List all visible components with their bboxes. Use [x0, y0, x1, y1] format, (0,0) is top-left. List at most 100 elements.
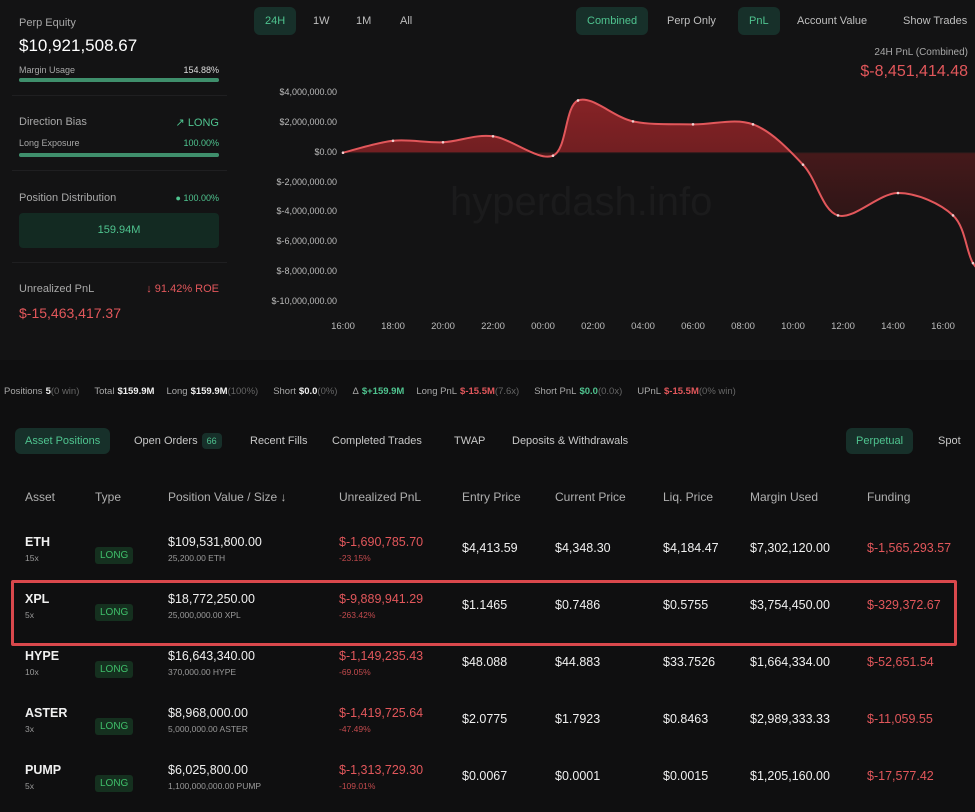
leverage: 5x — [25, 610, 34, 620]
margin-used: $3,754,450.00 — [750, 598, 830, 612]
position-value: $8,968,000.00 — [168, 706, 248, 720]
roe-text: 91.42% ROE — [154, 283, 219, 295]
dot-icon: ● — [175, 193, 184, 203]
range-1w[interactable]: 1W — [313, 15, 330, 27]
tab-completed-trades[interactable]: Completed Trades — [332, 435, 422, 447]
stat-label: Long — [166, 386, 188, 397]
toggle-account-value[interactable]: Account Value — [797, 15, 868, 27]
range-1m[interactable]: 1M — [356, 15, 372, 27]
liq-price: $4,184.47 — [663, 541, 719, 555]
unrealized-pnl: $-1,313,729.30 — [339, 763, 424, 777]
highlight-box — [11, 580, 957, 646]
unrealized-pnl-pct: -47.49% — [339, 724, 371, 734]
stat-label: Δ — [352, 386, 359, 397]
tab-deposits-withdrawals[interactable]: Deposits & Withdrawals — [512, 435, 629, 447]
stat-value: $+159.9M — [361, 386, 405, 397]
leverage: 3x — [25, 724, 34, 734]
stat-value: $159.9M — [117, 386, 155, 397]
tab-recent-fills[interactable]: Recent Fills — [250, 435, 308, 447]
data-point — [441, 140, 445, 144]
current-price: $0.7486 — [555, 598, 601, 612]
funding: $-11,059.55 — [867, 712, 933, 726]
unrealized-pnl: $-9,889,941.29 — [339, 592, 424, 606]
unrealized-pnl-pct: -23.15% — [339, 553, 371, 563]
position-size: 5,000,000.00 ASTER — [168, 724, 248, 734]
column-header[interactable]: Position Value / Size ↓ — [168, 490, 287, 504]
stat-item: UPnL $-15.5M(0% win) — [637, 386, 739, 397]
table-row[interactable]: PUMP 5x LONG $6,025,800.00 1,100,000,000.00 … — [0, 755, 975, 812]
unrealized-pnl-label: Unrealized PnL — [19, 283, 95, 295]
tab-asset-positions[interactable]: Asset Positions — [15, 428, 111, 454]
column-header: Margin Used — [750, 490, 819, 504]
table-row[interactable]: HYPE 10x LONG $16,643,340.00 370,000.00 HYPE… — [0, 641, 975, 698]
position-value: $18,772,250.00 — [168, 592, 255, 606]
range-24h[interactable]: 24H — [254, 7, 297, 35]
asset-name: ETH — [25, 535, 50, 549]
pnl-chart[interactable] — [0, 0, 975, 345]
stat-item: Positions 5(0 win) — [4, 386, 82, 397]
type-badge: LONG — [95, 718, 134, 735]
x-tick-label: 08:00 — [731, 321, 755, 332]
divider — [12, 262, 227, 263]
tab-spot[interactable]: Spot — [938, 435, 961, 447]
column-header: Current Price — [555, 490, 626, 504]
asset-name: HYPE — [25, 649, 60, 663]
entry-price: $2.0775 — [462, 712, 508, 726]
toggle-combined[interactable]: Combined — [576, 7, 649, 35]
range-all[interactable]: All — [400, 15, 413, 27]
tab-perpetual[interactable]: Perpetual — [846, 428, 914, 454]
position-value: $6,025,800.00 — [168, 763, 248, 777]
x-tick-label: 10:00 — [781, 321, 805, 332]
table-row[interactable]: ETH 15x LONG $109,531,800.00 25,200.00 ETH $-… — [0, 527, 975, 584]
unrealized-pnl-pct: -69.05% — [339, 667, 371, 677]
long-exposure-bar — [19, 153, 219, 157]
stat-value: $-15.5M — [664, 386, 699, 397]
area-negative — [532, 152, 975, 266]
data-point — [836, 214, 840, 217]
type-badge: LONG — [95, 604, 134, 621]
liq-price: $33.7526 — [663, 655, 716, 669]
table-row[interactable]: ASTER 3x LONG $8,968,000.00 5,000,000.00 AST… — [0, 698, 975, 755]
tab-open-orders[interactable]: Open Orders 66 — [124, 428, 232, 454]
table-row[interactable]: XPL 5x LONG $18,772,250.00 25,000,000.00 XPL… — [0, 584, 975, 641]
tab-twap[interactable]: TWAP — [454, 435, 486, 447]
roe-value: ↓ 91.42% ROE — [130, 283, 219, 295]
y-tick-label: $-4,000,000.00 — [276, 206, 337, 217]
stat-item: Total $159.9M — [94, 386, 154, 397]
x-tick-label: 16:00 — [331, 321, 355, 332]
asset-name: PUMP — [25, 763, 62, 777]
unrealized-pnl-pct: -263.42% — [339, 610, 376, 620]
data-point — [801, 163, 805, 166]
toggle-show-trades[interactable]: Show Trades — [903, 15, 968, 27]
position-distribution-pct: ● 100.00% — [150, 193, 219, 203]
position-distribution-bar: 159.94M — [19, 213, 219, 248]
stat-note: (100%) — [227, 386, 259, 397]
toggle-perp-only[interactable]: Perp Only — [667, 15, 716, 27]
account-summary: Perp Equity $10,921,508.67 Margin Usage … — [0, 0, 240, 360]
unrealized-pnl-pct: -109.01% — [339, 781, 376, 791]
data-point — [751, 123, 755, 126]
x-tick-label: 02:00 — [581, 321, 605, 332]
chart-header-value: $-8,451,414.48 — [860, 63, 968, 80]
perp-equity-label: Perp Equity — [19, 17, 76, 29]
perp-equity-value: $10,921,508.67 — [19, 36, 138, 55]
y-tick-label: $0.00 — [314, 146, 337, 157]
top-panel: Perp Equity $10,921,508.67 Margin Usage … — [0, 0, 975, 360]
entry-price: $48.088 — [462, 655, 508, 669]
unrealized-pnl: $-1,419,725.64 — [339, 706, 424, 720]
toggle-pnl[interactable]: PnL — [738, 7, 780, 35]
y-tick-label: $-10,000,000.00 — [271, 296, 337, 306]
x-tick-label: 06:00 — [681, 321, 705, 332]
stat-label: UPnL — [637, 386, 662, 397]
y-tick-label: $-2,000,000.00 — [276, 176, 337, 187]
margin-used: $1,664,334.00 — [750, 655, 830, 669]
stat-value: $0.0 — [298, 386, 318, 397]
type-badge: LONG — [95, 547, 134, 564]
data-point — [896, 191, 900, 195]
leverage: 5x — [25, 781, 34, 791]
margin-usage-bar — [19, 78, 219, 82]
current-price: $4,348.30 — [555, 541, 611, 555]
column-header: Funding — [867, 490, 911, 504]
unrealized-pnl: $-1,690,785.70 — [339, 535, 424, 549]
stat-item: Short PnL $0.0(0.0x) — [534, 386, 625, 397]
